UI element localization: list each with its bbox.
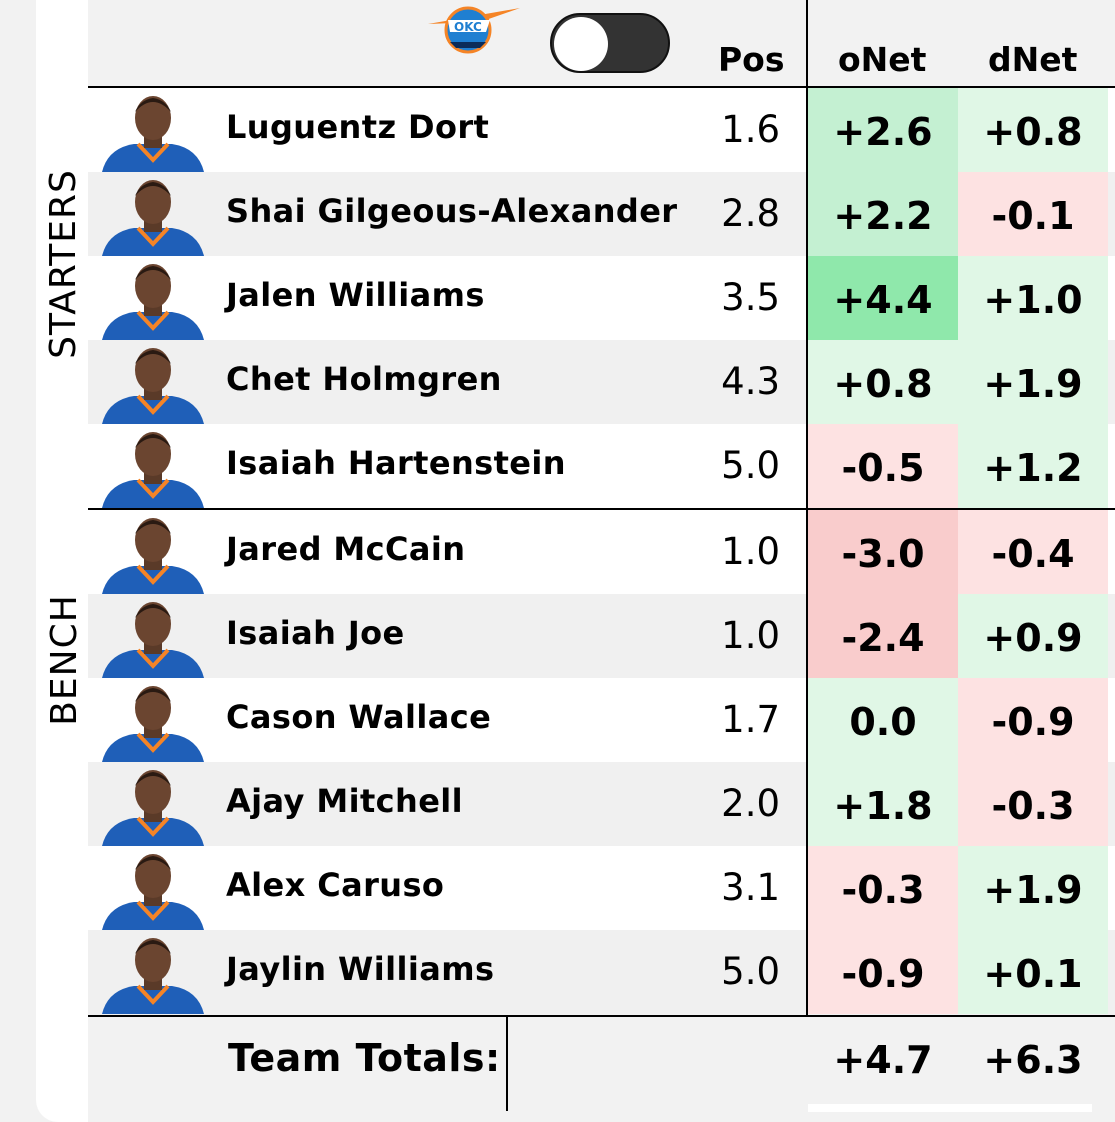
player-pos: 2.8 <box>721 192 780 235</box>
player-name: Alex Caruso <box>226 866 445 904</box>
player-pos: 3.1 <box>721 866 780 909</box>
onet-value: 0.0 <box>808 678 958 762</box>
player-pos: 1.7 <box>721 698 780 741</box>
totals-divider <box>506 1017 508 1111</box>
scroll-indicator <box>808 1104 1092 1112</box>
dnet-value: +0.1 <box>958 930 1108 1014</box>
onet-value: +1.8 <box>808 762 958 846</box>
player-pos: 5.0 <box>721 444 780 487</box>
column-header-pos: Pos <box>718 40 785 79</box>
onet-value: -0.5 <box>808 424 958 508</box>
dnet-value: +1.9 <box>958 340 1108 424</box>
table-row[interactable]: Luguentz Dort 1.6 +2.6 +0.8 <box>88 88 1115 172</box>
table-row[interactable]: Cason Wallace 1.7 0.0 -0.9 <box>88 678 1115 762</box>
dnet-value: +1.2 <box>958 424 1108 508</box>
player-name: Jaylin Williams <box>226 950 495 988</box>
player-avatar <box>94 426 212 508</box>
player-avatar <box>94 848 212 930</box>
player-pos: 1.0 <box>721 530 780 573</box>
dnet-value: -0.9 <box>958 678 1108 762</box>
totals-dnet: +6.3 <box>983 1038 1083 1082</box>
dnet-value: +0.8 <box>958 88 1108 172</box>
onet-value: +2.2 <box>808 172 958 256</box>
player-avatar <box>94 342 212 424</box>
player-name: Cason Wallace <box>226 698 492 736</box>
toggle-knob <box>554 17 608 71</box>
onet-value: +4.4 <box>808 256 958 340</box>
player-name: Luguentz Dort <box>226 108 490 146</box>
dnet-value: -0.4 <box>958 510 1108 594</box>
dnet-value: -0.1 <box>958 172 1108 256</box>
header-bottom-line <box>88 86 1115 88</box>
onet-value: -2.4 <box>808 594 958 678</box>
player-avatar <box>94 258 212 340</box>
totals-label: Team Totals: <box>228 1036 501 1080</box>
player-name: Ajay Mitchell <box>226 782 464 820</box>
player-avatar <box>94 90 212 172</box>
player-avatar <box>94 680 212 762</box>
column-header-dnet: dNet <box>988 40 1078 79</box>
player-pos: 1.6 <box>721 108 780 151</box>
player-avatar <box>94 174 212 256</box>
dnet-value: +0.9 <box>958 594 1108 678</box>
player-name: Isaiah Hartenstein <box>226 444 566 482</box>
player-avatar <box>94 512 212 594</box>
player-pos: 5.0 <box>721 950 780 993</box>
table-row[interactable]: Isaiah Joe 1.0 -2.4 +0.9 <box>88 594 1115 678</box>
onet-value: +2.6 <box>808 88 958 172</box>
table-row[interactable]: Jalen Williams 3.5 +4.4 +1.0 <box>88 256 1115 340</box>
table-row[interactable]: Jaylin Williams 5.0 -0.9 +0.1 <box>88 930 1115 1014</box>
svg-text:OKC: OKC <box>454 20 482 34</box>
column-header-onet: oNet <box>838 40 927 79</box>
player-pos: 3.5 <box>721 276 780 319</box>
player-name: Isaiah Joe <box>226 614 405 652</box>
table-row[interactable]: Alex Caruso 3.1 -0.3 +1.9 <box>88 846 1115 930</box>
toggle-switch[interactable] <box>550 13 670 73</box>
onet-value: -0.9 <box>808 930 958 1014</box>
table-row[interactable]: Jared McCain 1.0 -3.0 -0.4 <box>88 510 1115 594</box>
table-row[interactable]: Shai Gilgeous-Alexander 2.8 +2.2 -0.1 <box>88 172 1115 256</box>
left-panel <box>0 0 88 1122</box>
okc-logo: OKC <box>428 6 520 54</box>
table-divider <box>806 88 808 1016</box>
player-pos: 4.3 <box>721 360 780 403</box>
group-label-bench: BENCH <box>44 594 85 726</box>
onet-value: -3.0 <box>808 510 958 594</box>
dnet-value: +1.0 <box>958 256 1108 340</box>
header-divider <box>806 0 808 87</box>
totals-top-line <box>88 1015 1115 1017</box>
group-divider <box>88 508 1115 510</box>
player-avatar <box>94 932 212 1014</box>
totals-onet: +4.7 <box>833 1038 933 1082</box>
player-name: Jalen Williams <box>226 276 485 314</box>
player-pos: 2.0 <box>721 782 780 825</box>
player-name: Chet Holmgren <box>226 360 502 398</box>
table-row[interactable]: Ajay Mitchell 2.0 +1.8 -0.3 <box>88 762 1115 846</box>
onet-value: +0.8 <box>808 340 958 424</box>
table-row[interactable]: Chet Holmgren 4.3 +0.8 +1.9 <box>88 340 1115 424</box>
group-label-starters: STARTERS <box>43 169 84 359</box>
dnet-value: +1.9 <box>958 846 1108 930</box>
player-name: Shai Gilgeous-Alexander <box>226 192 678 230</box>
table-row[interactable]: Isaiah Hartenstein 5.0 -0.5 +1.2 <box>88 424 1115 508</box>
player-pos: 1.0 <box>721 614 780 657</box>
player-avatar <box>94 764 212 846</box>
onet-value: -0.3 <box>808 846 958 930</box>
player-name: Jared McCain <box>226 530 466 568</box>
player-avatar <box>94 596 212 678</box>
dnet-value: -0.3 <box>958 762 1108 846</box>
left-panel-card <box>36 0 88 1122</box>
